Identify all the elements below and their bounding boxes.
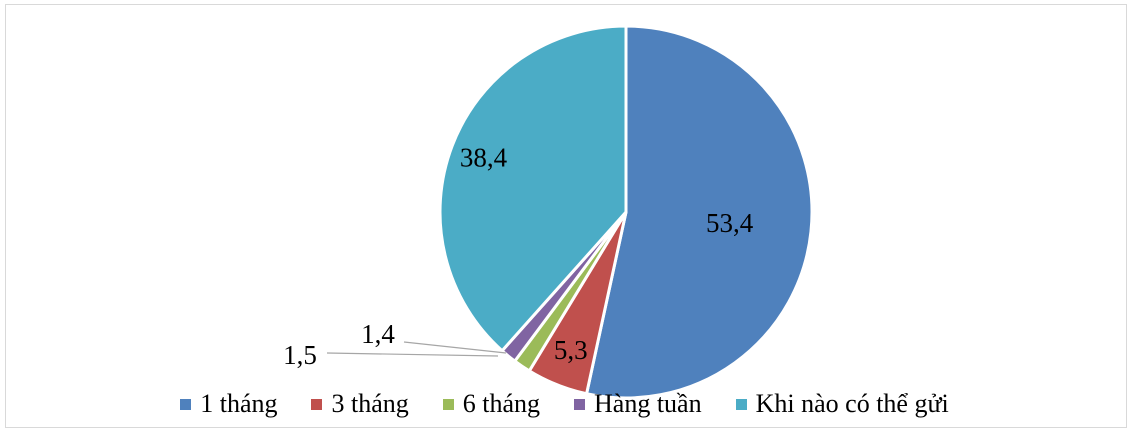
leader-line-hang-tuan <box>403 341 507 354</box>
legend-label: 3 tháng <box>331 389 409 418</box>
legend-swatch <box>442 398 454 410</box>
legend-item-1-thang: 1 tháng <box>180 389 277 419</box>
legend-swatch <box>735 398 747 410</box>
pie-slice-khi-nao-co-the-gui <box>438 24 628 353</box>
legend-label: 6 tháng <box>462 389 541 418</box>
legend: 1 tháng 3 tháng 6 tháng Hàng tuần Khi nà… <box>0 386 1129 422</box>
legend-item-6-thang: 6 tháng <box>442 389 541 419</box>
legend-label: 1 tháng <box>200 389 278 418</box>
legend-item-khi-nao-co-the-gui: Khi nào có thể gửi <box>735 389 949 419</box>
legend-item-hang-tuan: Hàng tuần <box>574 389 702 419</box>
data-label-3-thang: 5,3 <box>554 335 588 365</box>
legend-swatch <box>311 398 323 410</box>
legend-swatch <box>574 398 586 410</box>
legend-item-3-thang: 3 tháng <box>311 389 409 419</box>
legend-label: Khi nào có thể gửi <box>755 389 949 418</box>
data-label-hang-tuan: 1,4 <box>361 319 395 349</box>
data-label-6-thang: 1,5 <box>283 340 317 370</box>
data-label-1-thang: 53,4 <box>706 208 754 238</box>
data-label-khi-nao-co-the-gui: 38,4 <box>460 143 508 173</box>
pie-slice-1-thang <box>585 24 814 400</box>
legend-swatch <box>180 398 192 410</box>
leader-line-6-thang <box>326 352 499 357</box>
legend-label: Hàng tuần <box>594 389 702 418</box>
